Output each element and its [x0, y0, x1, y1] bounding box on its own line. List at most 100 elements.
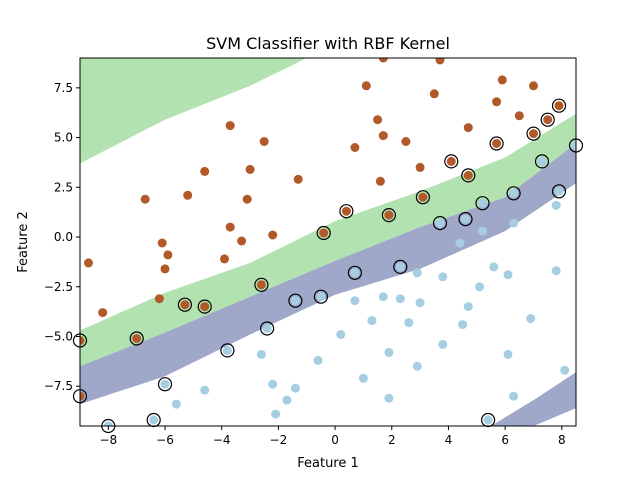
point-class-1: [225, 222, 235, 232]
support-vector-marker: [489, 136, 504, 151]
point-class-0: [435, 218, 445, 228]
point-class-0: [313, 355, 323, 365]
x-tick-label: −6: [156, 433, 174, 447]
point-class-0: [404, 318, 414, 328]
point-class-1: [492, 97, 502, 107]
point-class-1: [132, 334, 142, 343]
support-vector-marker: [129, 331, 144, 346]
point-class-0: [160, 379, 170, 389]
point-class-0: [256, 349, 266, 359]
point-class-1: [401, 137, 411, 146]
point-class-0: [526, 314, 536, 324]
point-class-0: [560, 365, 570, 375]
support-vector-marker: [347, 265, 362, 280]
point-class-0: [438, 272, 448, 282]
point-class-1: [163, 250, 173, 260]
point-class-1: [237, 236, 247, 246]
point-class-1: [245, 164, 255, 174]
point-class-1: [543, 115, 553, 125]
point-class-0: [200, 385, 210, 395]
support-vector-marker: [526, 126, 541, 141]
point-class-0: [149, 415, 159, 425]
point-class-1: [463, 123, 473, 133]
point-class-1: [375, 176, 385, 186]
point-class-0: [282, 395, 292, 405]
point-class-0: [103, 421, 113, 426]
margin-band-lower: [80, 143, 576, 405]
support-vectors: [72, 98, 584, 434]
y-axis-ticks: −7.5 −5.0 −2.5 0.0 2.5 5.0 7.5: [44, 81, 80, 393]
support-vector-marker: [177, 297, 192, 312]
y-tick-label: 7.5: [54, 81, 73, 95]
point-class-1: [429, 89, 439, 99]
point-class-1: [350, 143, 360, 152]
point-class-1: [183, 190, 193, 200]
point-class-0: [316, 292, 326, 302]
support-vector-marker: [339, 204, 354, 219]
point-class-0: [551, 200, 561, 210]
point-class-0: [571, 141, 576, 150]
point-class-1: [554, 101, 564, 111]
point-class-1: [160, 264, 170, 274]
point-class-1: [293, 174, 303, 184]
point-class-1: [256, 280, 266, 290]
support-vector-marker: [475, 196, 490, 211]
support-vector-marker: [381, 208, 396, 223]
point-class-0: [554, 186, 564, 196]
support-vector-marker: [220, 343, 235, 358]
chart-title: SVM Classifier with RBF Kernel: [206, 34, 450, 53]
point-class-0: [350, 268, 360, 278]
point-class-0: [222, 345, 232, 355]
point-class-1: [463, 170, 473, 180]
support-vector-marker: [461, 168, 476, 183]
point-class-0: [367, 316, 377, 326]
point-class-0: [395, 294, 405, 304]
point-class-1: [446, 156, 456, 166]
point-class-1: [529, 81, 538, 91]
point-class-1: [418, 192, 428, 202]
point-class-1: [98, 308, 108, 318]
y-tick-label: −7.5: [44, 379, 73, 393]
y-tick-label: 5.0: [54, 131, 73, 145]
x-axis-label: Feature 1: [297, 456, 359, 471]
support-vector-marker: [260, 321, 275, 336]
support-vector-marker: [393, 259, 408, 274]
y-axis-label: Feature 2: [16, 211, 31, 273]
support-vector-marker: [506, 186, 521, 201]
point-class-1: [80, 391, 85, 401]
point-class-1: [378, 131, 388, 141]
point-class-1: [157, 238, 167, 248]
point-class-0: [503, 349, 513, 359]
point-class-0: [271, 409, 281, 419]
support-vector-marker: [444, 154, 459, 169]
point-class-0: [384, 393, 394, 403]
x-tick-label: 2: [388, 433, 396, 447]
point-class-1: [259, 137, 269, 146]
point-class-1: [492, 139, 502, 148]
point-class-0: [415, 298, 425, 308]
point-class-1: [361, 81, 371, 91]
point-class-1: [242, 194, 252, 204]
support-vector-marker: [288, 293, 303, 308]
point-class-1: [180, 300, 190, 310]
point-class-0: [412, 361, 422, 371]
point-class-0: [290, 383, 300, 393]
point-class-1: [435, 58, 445, 65]
x-tick-label: 4: [445, 433, 453, 447]
point-class-0: [478, 198, 487, 208]
support-vector-marker: [313, 289, 328, 304]
point-class-0: [262, 324, 272, 333]
y-tick-label: −5.0: [44, 329, 73, 343]
x-tick-label: −8: [99, 433, 117, 447]
point-class-1: [514, 111, 524, 121]
point-class-0: [461, 214, 470, 224]
point-class-1: [225, 121, 235, 131]
point-class-1: [80, 336, 85, 345]
region-class-1-top-left: [80, 58, 307, 164]
point-class-1: [220, 254, 229, 264]
x-tick-label: 6: [501, 433, 509, 447]
point-class-1: [497, 75, 507, 85]
y-tick-label: −2.5: [44, 280, 73, 294]
